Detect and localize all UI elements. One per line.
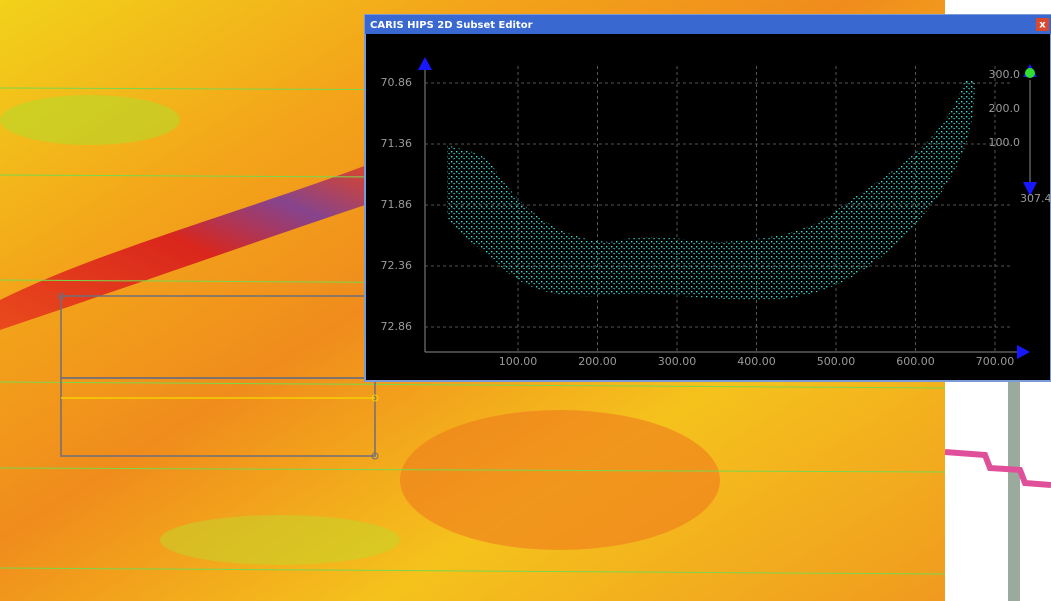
y-tick-label: 72.86 bbox=[381, 320, 413, 333]
x-tick-label: 400.00 bbox=[737, 355, 776, 368]
screen: CARIS HIPS 2D Subset Editor x 70.86 71.36… bbox=[0, 0, 1051, 601]
window-title: CARIS HIPS 2D Subset Editor bbox=[370, 20, 533, 31]
map-shallow bbox=[0, 95, 180, 145]
close-icon[interactable]: x bbox=[1039, 20, 1046, 31]
scale-label: 300.0 bbox=[989, 68, 1021, 81]
scale-value: 307.4 bbox=[1020, 192, 1051, 205]
scale-knob[interactable] bbox=[1025, 68, 1035, 78]
x-tick-label: 300.00 bbox=[658, 355, 697, 368]
x-tick-label: 600.00 bbox=[896, 355, 935, 368]
map-shallow bbox=[160, 515, 400, 565]
subset-editor-window: CARIS HIPS 2D Subset Editor x bbox=[365, 15, 1051, 381]
y-tick-label: 72.36 bbox=[381, 259, 413, 272]
y-tick-label: 71.36 bbox=[381, 137, 413, 150]
x-tick-label: 200.00 bbox=[578, 355, 617, 368]
x-tick-label: 100.00 bbox=[499, 355, 538, 368]
screenshot: CARIS HIPS 2D Subset Editor x 70.86 71.36… bbox=[0, 0, 1051, 601]
x-tick-label: 500.00 bbox=[817, 355, 856, 368]
map-deep bbox=[400, 410, 720, 550]
y-tick-label: 71.86 bbox=[381, 198, 413, 211]
y-tick-label: 70.86 bbox=[381, 76, 413, 89]
scale-label: 200.0 bbox=[989, 102, 1021, 115]
gray-bar bbox=[1008, 380, 1020, 601]
empty-area bbox=[945, 380, 1051, 601]
scale-label: 100.0 bbox=[989, 136, 1021, 149]
x-tick-label: 700.00 bbox=[976, 355, 1015, 368]
